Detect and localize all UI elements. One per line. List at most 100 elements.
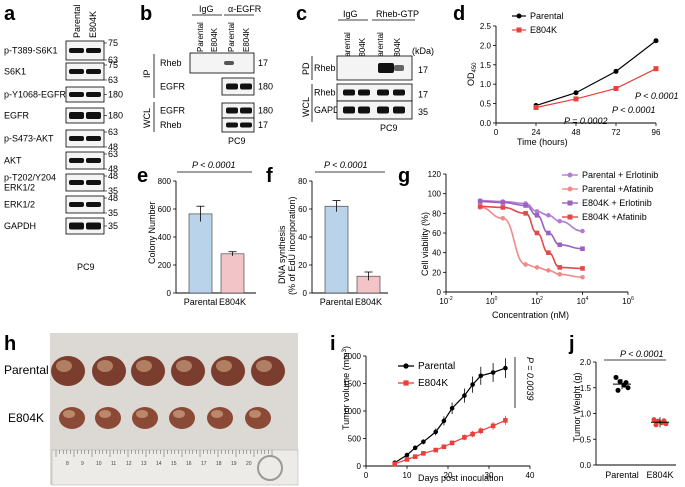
- f-ylabel-2: (% of EdU incorporation): [287, 196, 297, 295]
- d-point-0-3: [653, 38, 659, 44]
- g-legend-label-2: E804K + Erlotinib: [582, 198, 652, 208]
- d-legend-marker-e804k: [516, 27, 522, 33]
- g-xtick-base-1: 10: [486, 297, 495, 306]
- a-row-label-2: p-Y1068-EGFR: [4, 90, 67, 100]
- g-legend-label-3: E804K +Afatinib: [582, 212, 647, 222]
- g-xtick-label-2: 102: [531, 296, 543, 306]
- g-point-2-0: [477, 199, 483, 204]
- f-ytick-label-0: 0: [303, 289, 308, 298]
- a-row-mw-4-1: 48: [108, 142, 118, 152]
- g-point-3-4: [546, 250, 551, 255]
- g-ytick-label-4: 80: [432, 209, 441, 218]
- i-point-0-6: [449, 405, 455, 411]
- b-row-1-band-0: [226, 83, 238, 90]
- a-row-label-6: p-T202/Y204: [4, 173, 56, 183]
- h-ruler-number-4: 12: [126, 461, 132, 467]
- g-point-1-4: [546, 268, 551, 273]
- d-ytick-label-5: 2.5: [480, 22, 492, 31]
- g-point-2-4: [546, 230, 551, 236]
- h-ruler-ticks: 8 9 10 11 12 13 14 15 16 17 18 19 20: [55, 450, 273, 467]
- a-row-0-box: [65, 40, 105, 61]
- panel-c-letter: c: [296, 3, 307, 25]
- h-tumor-parental-highlight-3: [176, 360, 192, 372]
- i-point-0-2: [412, 445, 418, 451]
- panel-d-letter: d: [453, 3, 465, 25]
- g-point-0-6: [580, 228, 585, 234]
- panel-j: j P < 0.0001 0.0 0.5 1.0 1.5 2.0 Parental E804…: [568, 333, 676, 480]
- g-point-1-6: [580, 274, 585, 280]
- d-annotation-1: P = 0.0002: [564, 116, 607, 126]
- d-ytick-label-4: 2.0: [480, 41, 492, 50]
- a-row-mw-6-1: 35: [108, 186, 118, 196]
- c-section-wcl: WCL: [301, 97, 311, 117]
- g-point-2-6: [580, 246, 585, 252]
- h-tumor-e804k-5: [245, 407, 271, 429]
- panel-f: f P < 0.0001 0 20 40 60 80 Parental E804K DNA …: [266, 160, 388, 307]
- g-ytick-label-2: 40: [432, 249, 441, 258]
- h-ruler-number-10: 18: [216, 461, 222, 467]
- h-tumor-parental-highlight-2: [136, 360, 152, 372]
- e-annotation: P < 0.0001: [192, 160, 235, 170]
- i-point-0-3: [421, 439, 426, 445]
- c-row-1-band-0: [343, 89, 355, 96]
- c-row-1-band-1: [358, 89, 370, 96]
- b-group-igg: IgG: [199, 4, 214, 14]
- i-point-0-4: [433, 429, 439, 435]
- j-ylabel: Tumor Weight (g): [572, 372, 582, 442]
- h-ruler-number-11: 19: [231, 461, 237, 467]
- a-row-mw-2-0: 180: [108, 90, 123, 100]
- panel-c: c IgG Rheb-GTP Parental E804K Parental E…: [296, 3, 434, 133]
- d-xtick-label-1: 24: [532, 128, 541, 137]
- i-xtick-label-0: 0: [364, 471, 369, 480]
- c-row-2-band-3: [393, 106, 405, 114]
- b-row-3-band-1: [240, 122, 252, 128]
- i-legend-parental: Parental: [418, 361, 455, 372]
- j-ytick-label-3: 1.5: [580, 384, 592, 393]
- g-point-0-3: [534, 209, 540, 214]
- c-lane-1: Parental: [343, 32, 352, 62]
- c-lane-4: E804K: [393, 37, 402, 62]
- j-ytick-label-0: 0.0: [580, 461, 592, 470]
- g-ytick-label-1: 20: [432, 268, 441, 277]
- b-row-label-2: EGFR: [160, 106, 186, 116]
- b-row-mw-2: 180: [258, 106, 273, 116]
- b-lane-2: E804K: [210, 27, 219, 52]
- d-ytick-label-1: 0.5: [480, 100, 492, 109]
- h-ruler-number-3: 11: [111, 461, 116, 467]
- e-category-0: Parental: [184, 297, 218, 307]
- c-row-mw-1: 17: [418, 90, 428, 100]
- g-point-1-2: [523, 262, 528, 267]
- c-lane-2: E804K: [358, 37, 367, 62]
- a-row-mw-1-0: 75: [108, 60, 118, 70]
- e-ytick-label-0: 0: [167, 289, 172, 298]
- b-section-ip: IP: [142, 69, 152, 78]
- d-xtick-label-2: 48: [572, 128, 581, 137]
- j-point-0-1: [617, 379, 623, 385]
- b-lane-1: Parental: [196, 22, 205, 52]
- c-group-igg: IgG: [343, 9, 358, 19]
- g-legend-label-1: Parental +Afatinib: [582, 184, 653, 194]
- a-row-4-box: [65, 129, 105, 148]
- c-section-pd: PD: [301, 62, 311, 75]
- g-ytick-label-5: 100: [428, 190, 442, 199]
- g-xtick-base-4: 10: [622, 297, 631, 306]
- a-row-4-band-1: [86, 136, 101, 141]
- g-xtick-base-3: 10: [577, 297, 586, 306]
- i-ytick-label-1: 500: [348, 435, 362, 444]
- g-ytick-label-6: 120: [428, 170, 442, 179]
- panel-h-letter: h: [4, 333, 16, 355]
- g-xtick-label-4: 106: [622, 296, 634, 306]
- g-ylabel: Cell viability (%): [420, 212, 430, 276]
- c-row-2-band-1: [358, 106, 370, 114]
- b-lane-4: E804K: [242, 27, 251, 52]
- b-lane-3: Parental: [227, 22, 236, 52]
- i-point-0-11: [503, 365, 508, 371]
- i-xtick-label-3: 30: [485, 471, 494, 480]
- i-point-0-10: [490, 370, 496, 375]
- h-tumor-e804k-highlight-0: [63, 410, 75, 418]
- h-tumor-e804k-highlight-2: [136, 410, 148, 418]
- e-ylabel: Colony Number: [147, 201, 157, 264]
- h-ruler-number-12: 20: [246, 461, 252, 467]
- e-ytick-label-1: 200: [158, 261, 172, 270]
- g-legend-label-0: Parental + Erlotinib: [582, 170, 658, 180]
